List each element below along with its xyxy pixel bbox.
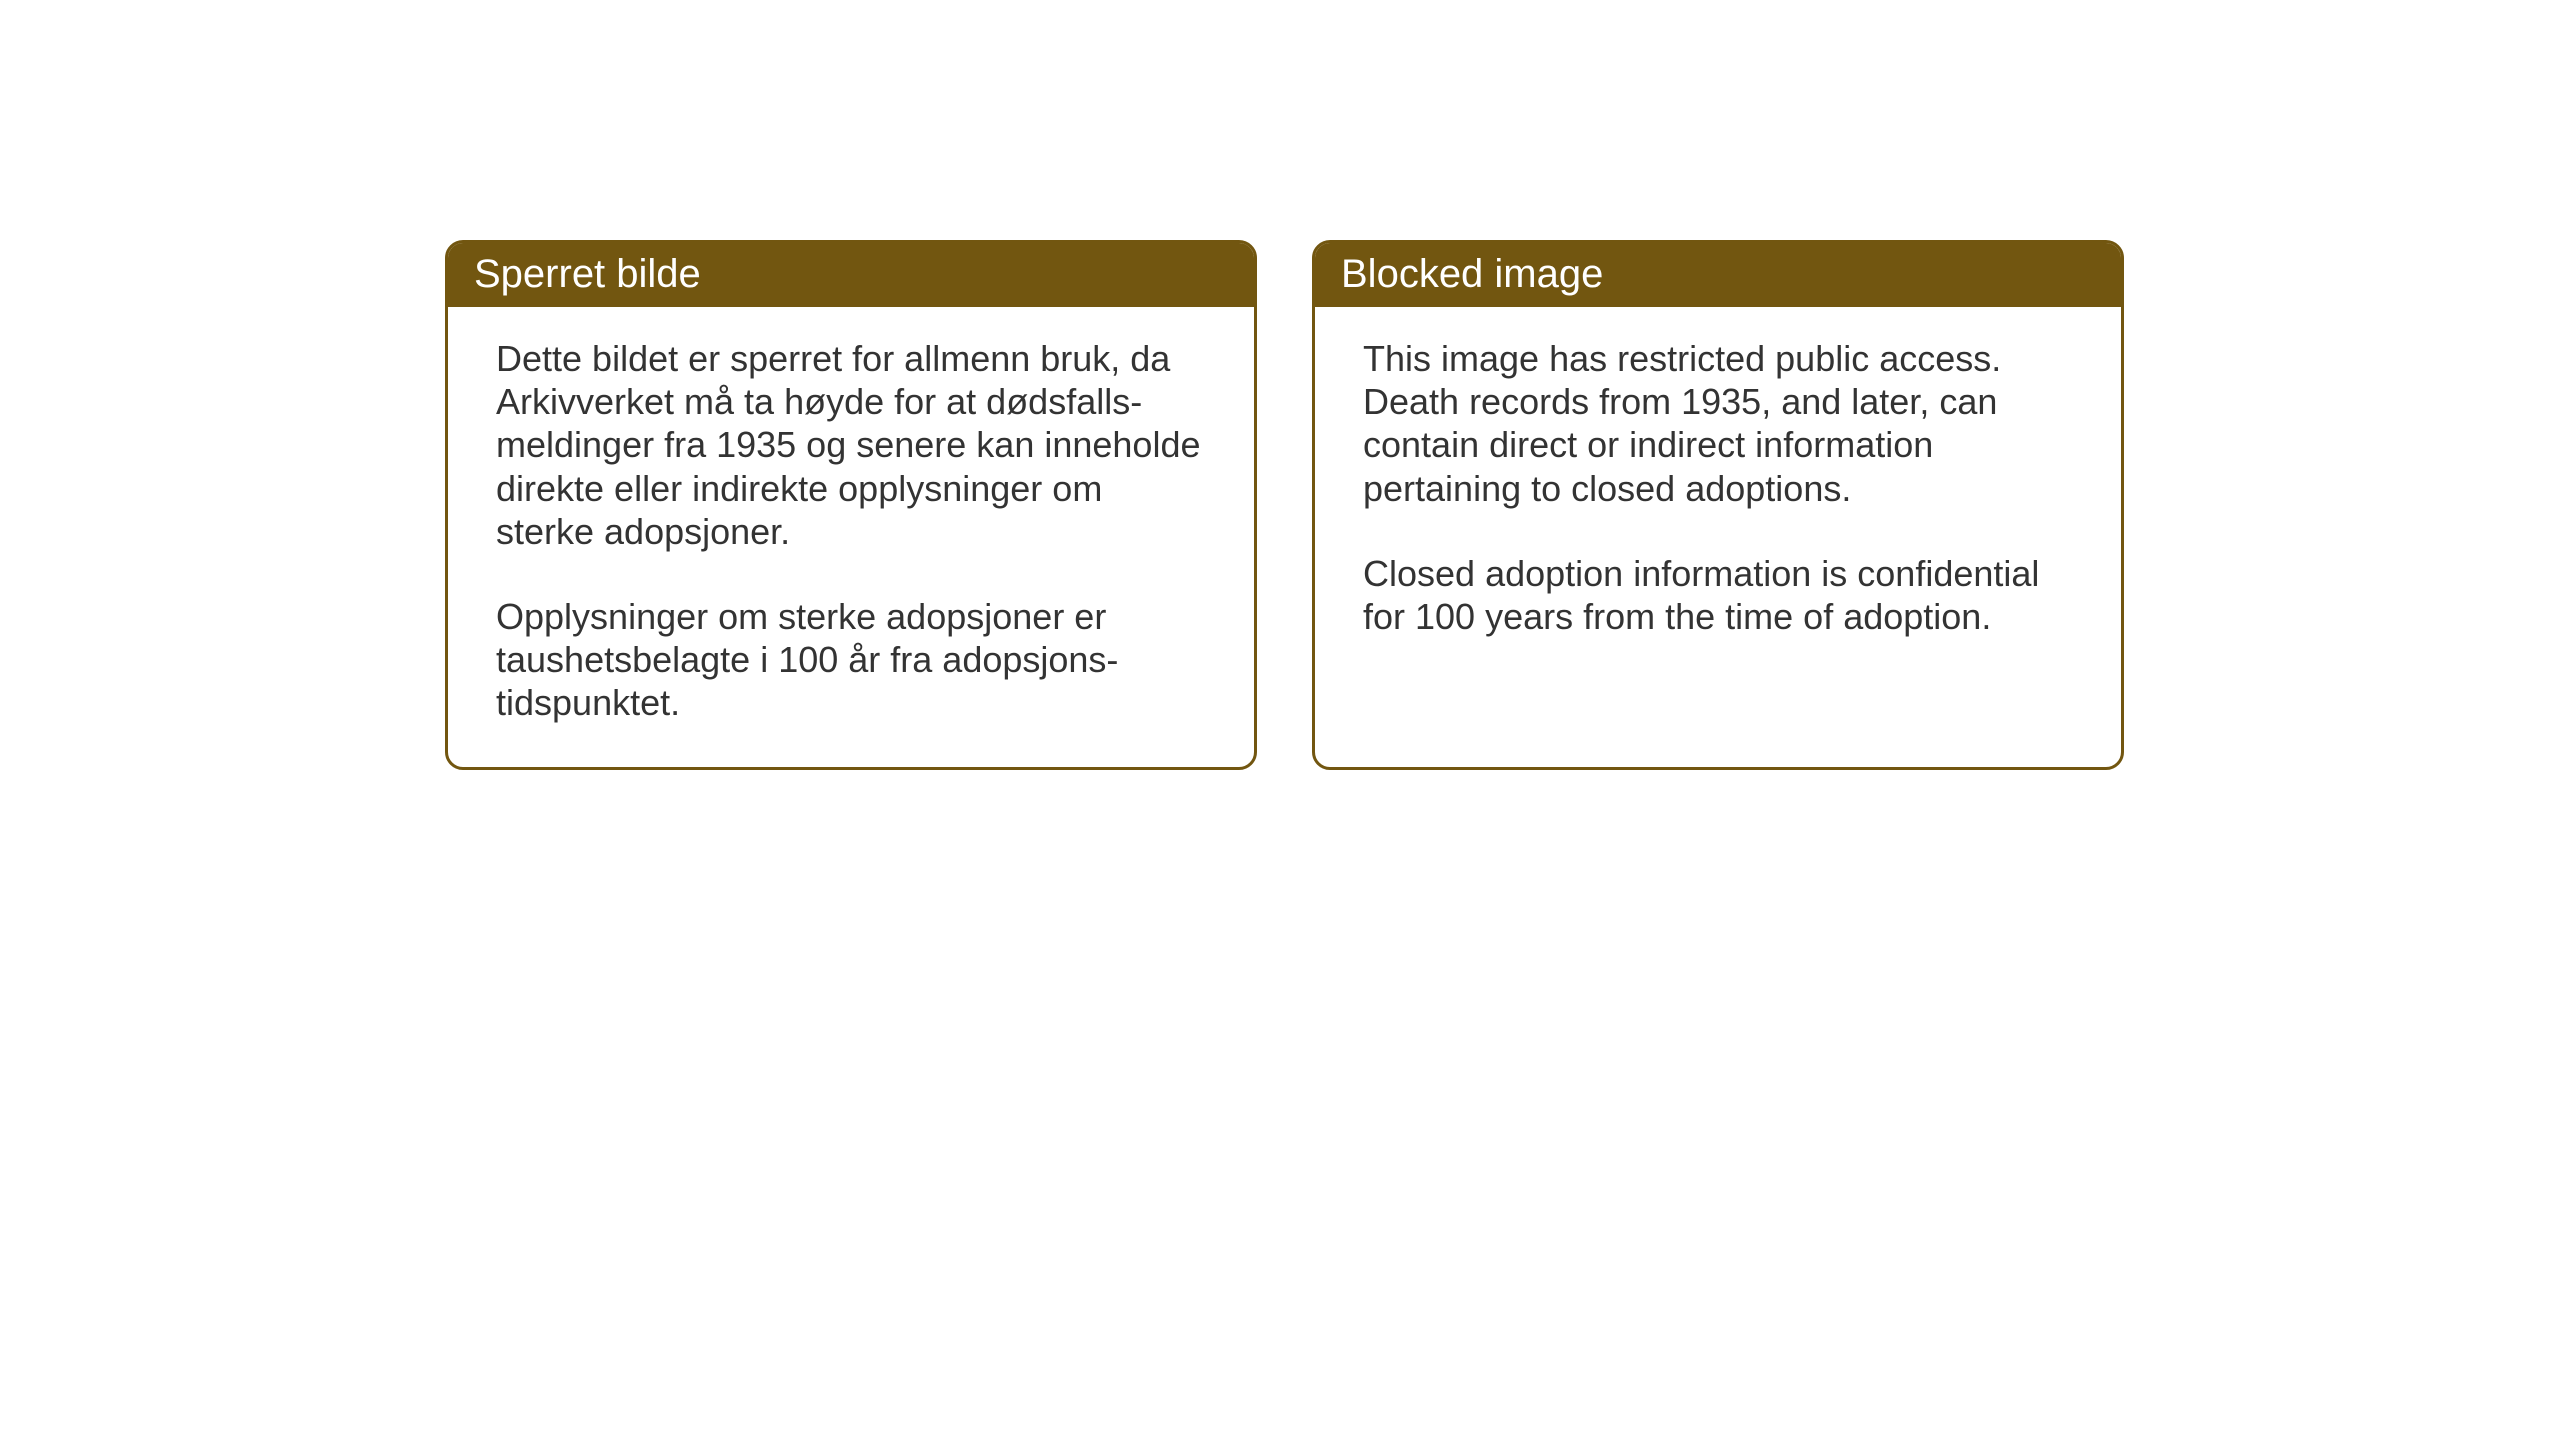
card-paragraph: Closed adoption information is confident…	[1363, 552, 2073, 638]
card-body-english: This image has restricted public access.…	[1315, 307, 2121, 680]
card-header-english: Blocked image	[1315, 243, 2121, 307]
notice-card-norwegian: Sperret bilde Dette bildet er sperret fo…	[445, 240, 1257, 770]
card-paragraph: Dette bildet er sperret for allmenn bruk…	[496, 337, 1206, 553]
notice-card-english: Blocked image This image has restricted …	[1312, 240, 2124, 770]
card-paragraph: Opplysninger om sterke adopsjoner er tau…	[496, 595, 1206, 725]
notice-container: Sperret bilde Dette bildet er sperret fo…	[445, 240, 2124, 770]
card-header-norwegian: Sperret bilde	[448, 243, 1254, 307]
card-paragraph: This image has restricted public access.…	[1363, 337, 2073, 510]
card-body-norwegian: Dette bildet er sperret for allmenn bruk…	[448, 307, 1254, 767]
